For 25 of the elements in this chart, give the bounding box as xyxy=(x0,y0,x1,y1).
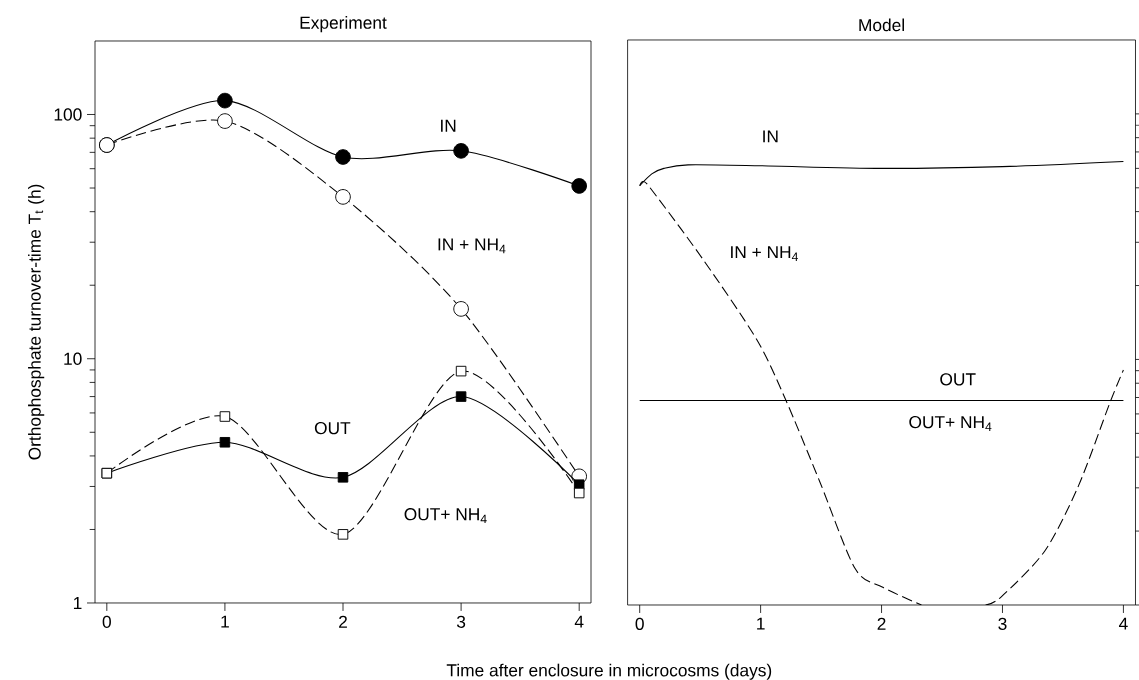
x-tick-label: 2 xyxy=(877,617,886,630)
series-label: OUT+ NH$_{4}$ xyxy=(404,508,487,524)
y-tick-label: 100 xyxy=(54,108,82,121)
series-label: IN xyxy=(763,130,778,143)
x-tick-label: 0 xyxy=(102,615,111,628)
series-label: OUT xyxy=(314,421,351,435)
y-axis-title: Orthophosphate turnover-time T$_{t}$ (h) xyxy=(28,184,45,460)
x-tick-label: 3 xyxy=(456,615,466,628)
x-tick-label: 1 xyxy=(757,617,765,630)
x-tick-label: 1 xyxy=(221,615,229,628)
y-tick-label: 1 xyxy=(73,597,82,609)
series-label: IN + NH$_{4}$ xyxy=(731,246,799,261)
chart-title: Model xyxy=(859,18,904,32)
annotation: OUT+ NH$_{4}$ xyxy=(909,415,992,431)
x-axis-title: Time after enclosure in microcosms (days) xyxy=(446,663,772,680)
x-tick-label: 3 xyxy=(998,617,1007,630)
x-tick-label: 0 xyxy=(635,617,644,630)
chart-title: Experiment xyxy=(300,16,387,33)
x-tick-label: 2 xyxy=(339,615,347,628)
series-label: OUT xyxy=(940,373,976,386)
series-label: IN xyxy=(441,119,456,132)
x-tick-label: 4 xyxy=(1118,617,1128,630)
y-tick-label: 10 xyxy=(64,352,82,365)
x-tick-label: 4 xyxy=(574,615,584,628)
series-label: IN + NH$_{4}$ xyxy=(438,238,506,254)
